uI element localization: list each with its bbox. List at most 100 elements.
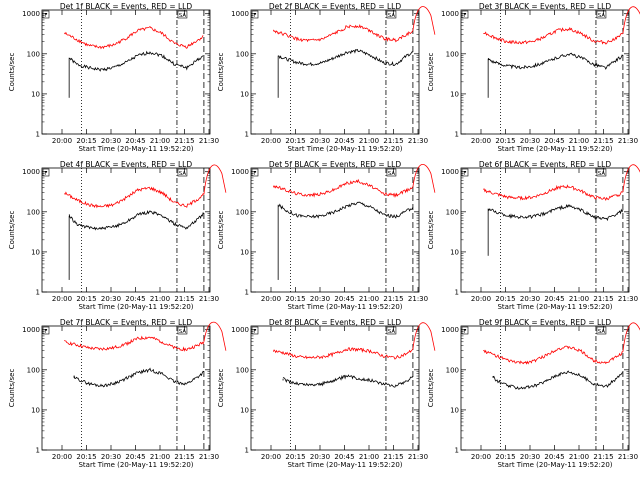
- x-tick-label: 21:30: [199, 137, 219, 145]
- y-axis-label: Counts/sec: [427, 369, 435, 408]
- plot-area: Det 3f BLACK = Events, RED = LLD 1 10 100 10…: [427, 2, 640, 153]
- y-axis-label: Counts/sec: [217, 369, 225, 408]
- sa-flag-label: SA: [388, 13, 396, 19]
- y-tick-label: 1: [245, 447, 249, 455]
- panel-title: Det 9f BLACK = Events, RED = LLD: [479, 318, 612, 327]
- series-line-events: [68, 209, 205, 231]
- x-tick-label: 20:45: [544, 295, 564, 303]
- x-tick-label: 20:15: [495, 137, 515, 145]
- panel-title: Det 1f BLACK = Events, RED = LLD: [60, 2, 193, 11]
- x-axis-label: Start Time (20-May-11 19:52:20): [78, 145, 193, 153]
- y-tick-label: 1: [455, 447, 459, 455]
- corner-flag-label: F: [44, 171, 47, 177]
- y-tick-label: 100: [27, 50, 40, 58]
- x-tick-label: 20:00: [52, 137, 72, 145]
- y-axis-label: Counts/sec: [8, 53, 16, 92]
- sa-flag-box: [596, 168, 607, 177]
- y-tick-label: 100: [236, 366, 249, 374]
- x-tick-label: 20:15: [76, 295, 96, 303]
- x-tick-label: 20:45: [125, 295, 145, 303]
- x-tick-label: 21:00: [359, 137, 379, 145]
- x-tick-label: 20:15: [76, 453, 96, 461]
- plot-area: Det 1f BLACK = Events, RED = LLD 1 10 100 10…: [8, 2, 219, 153]
- corner-flag-label: F: [44, 13, 47, 19]
- x-tick-label: 20:15: [76, 137, 96, 145]
- series-line-lld: [483, 184, 623, 201]
- x-tick-label: 20:30: [520, 295, 540, 303]
- y-tick-label: 10: [450, 90, 459, 98]
- panel-title: Det 6f BLACK = Events, RED = LLD: [479, 160, 612, 169]
- x-tick-label: 20:30: [101, 295, 121, 303]
- y-tick-label: 1000: [441, 326, 459, 334]
- x-tick-label: 20:00: [471, 453, 491, 461]
- series-line-events: [282, 374, 414, 388]
- x-tick-label: 20:45: [125, 137, 145, 145]
- x-tick-label: 21:15: [593, 295, 613, 303]
- corner-flag-box: [251, 10, 259, 19]
- x-axis-label: Start Time (20-May-11 19:52:20): [78, 303, 193, 311]
- plot-area: Det 8f BLACK = Events, RED = LLD 1 10 100 10…: [217, 318, 436, 469]
- detector-panel-9: Det 9f BLACK = Events, RED = LLD 1 10 100 10…: [427, 318, 640, 469]
- x-tick-label: 21:00: [569, 453, 589, 461]
- x-tick-label: 21:15: [174, 137, 194, 145]
- panel-title: Det 7f BLACK = Events, RED = LLD: [60, 318, 193, 327]
- series-line-lld: [64, 186, 205, 209]
- x-tick-label: 21:00: [150, 137, 170, 145]
- x-tick-label: 20:15: [495, 453, 515, 461]
- sa-flag-label: SA: [179, 329, 187, 335]
- x-tick-label: 21:15: [174, 453, 194, 461]
- sa-flag-label: SA: [179, 171, 187, 177]
- detector-panel-3: Det 3f BLACK = Events, RED = LLD 1 10 100 10…: [427, 2, 640, 153]
- series-line-lld: [483, 26, 623, 45]
- y-tick-label: 1: [36, 289, 40, 297]
- x-axis-label: Start Time (20-May-11 19:52:20): [497, 303, 612, 311]
- sa-flag-label: SA: [179, 13, 187, 19]
- plot-area: Det 2f BLACK = Events, RED = LLD 1 10 100 10…: [217, 2, 436, 153]
- series-line-events: [278, 48, 414, 67]
- series-line-lld: [272, 347, 414, 360]
- plot-area: Det 7f BLACK = Events, RED = LLD 1 10 100 10…: [8, 318, 227, 469]
- y-axis-label: Counts/sec: [427, 211, 435, 250]
- y-tick-label: 1000: [231, 10, 249, 18]
- x-tick-label: 20:45: [334, 137, 354, 145]
- y-tick-label: 10: [450, 248, 459, 256]
- sa-flag-label: SA: [388, 329, 396, 335]
- plot-frame: [41, 325, 211, 451]
- lld-saa-excursion: [412, 6, 436, 35]
- corner-flag-box: [461, 168, 469, 177]
- y-axis-label: Counts/sec: [217, 53, 225, 92]
- x-tick-label: 21:15: [383, 137, 403, 145]
- corner-flag-box: [251, 168, 259, 177]
- lld-saa-excursion: [622, 322, 640, 352]
- x-tick-label: 21:00: [569, 295, 589, 303]
- series-line-events: [69, 50, 204, 72]
- y-tick-label: 100: [27, 366, 40, 374]
- x-tick-label: 20:30: [310, 453, 330, 461]
- x-axis-label: Start Time (20-May-11 19:52:20): [287, 461, 402, 469]
- detector-panel-1: Det 1f BLACK = Events, RED = LLD 1 10 100 10…: [8, 2, 219, 153]
- corner-flag-label: F: [253, 13, 256, 19]
- detector-panel-5: Det 5f BLACK = Events, RED = LLD 1 10 100 10…: [217, 160, 436, 311]
- corner-flag-label: F: [463, 13, 466, 19]
- detector-panel-8: Det 8f BLACK = Events, RED = LLD 1 10 100 10…: [217, 318, 436, 469]
- series-line-lld: [64, 26, 204, 50]
- y-tick-label: 10: [31, 90, 40, 98]
- x-tick-label: 20:00: [261, 137, 281, 145]
- x-tick-label: 20:00: [471, 295, 491, 303]
- y-tick-label: 100: [446, 366, 459, 374]
- series-line-events: [487, 52, 624, 70]
- plot-area: Det 6f BLACK = Events, RED = LLD 1 10 100 10…: [427, 160, 640, 311]
- lld-saa-excursion: [203, 321, 227, 351]
- series-line-lld: [272, 178, 414, 198]
- x-axis-label: Start Time (20-May-11 19:52:20): [287, 303, 402, 311]
- sa-flag-label: SA: [598, 171, 606, 177]
- y-tick-label: 1: [245, 289, 249, 297]
- plot-frame: [41, 9, 211, 135]
- x-axis-label: Start Time (20-May-11 19:52:20): [78, 461, 193, 469]
- x-axis-label: Start Time (20-May-11 19:52:20): [287, 145, 402, 153]
- x-tick-label: 21:30: [618, 137, 638, 145]
- plot-frame: [250, 9, 420, 135]
- series-line-lld: [64, 335, 205, 352]
- sa-flag-box: [177, 168, 188, 177]
- y-tick-label: 10: [240, 248, 249, 256]
